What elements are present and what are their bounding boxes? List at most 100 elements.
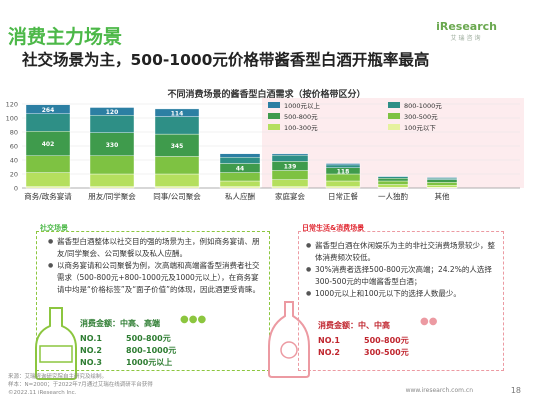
page-title: 消费主力场景: [8, 26, 123, 48]
bar-segment: [271, 153, 309, 156]
legend-item: 300-500元: [388, 111, 498, 121]
legend-label: 500-800元: [284, 113, 318, 121]
footer-website: www.iresearch.com.cn: [405, 387, 473, 394]
notes-left: 酱香型白酒整体以社交目的强的场景为主，例如商务宴请、朋友/同学聚会、公司聚餐以及…: [48, 236, 262, 296]
stacked-bar-chart: 0 20 40 60 80 100 120 商务/政务宴请 朋友/同学聚会 同事/公司聚会 私人应酬…: [6, 98, 524, 201]
bar-segment: [89, 186, 135, 189]
bar-segment: [325, 186, 361, 189]
bar-data-label: 330: [106, 142, 119, 149]
bar-segment: [325, 164, 361, 168]
bar-segment: [219, 157, 261, 164]
bar-segment: [154, 156, 200, 175]
coin-icons-right: ●●: [420, 316, 438, 327]
bar-segment: [325, 180, 361, 187]
logo-subtext: 艾瑞咨询: [450, 35, 483, 42]
price-right-row: NO.1 500-800元: [318, 336, 409, 345]
bar-segment: [154, 108, 200, 117]
price-left-row: NO.2 800-1000元: [80, 346, 177, 355]
bar-segment: [25, 104, 71, 114]
bar-data-label: 402: [42, 141, 55, 148]
liquor-bottle-icon-left: [35, 307, 77, 380]
bar-data-label: 120: [106, 109, 119, 116]
bar-segment: [219, 186, 261, 189]
legend-label: 800-1000元: [404, 102, 442, 110]
chart-legend: 1000元以上 800-1000元 500-800元 300-500元 100-300元…: [268, 100, 498, 132]
legend-label: 1000元以上: [284, 102, 321, 110]
bar-segment: [219, 172, 261, 182]
y-tick-label: 80: [10, 129, 18, 137]
footer-source: 来源：艾瑞咨询研究院自主研究及绘制。: [8, 374, 108, 380]
bar-data-label: 345: [171, 143, 184, 150]
legend-item: 1000元以上: [268, 100, 378, 110]
price-right: 消费金额：中、中高 NO.1 500-800元 NO.2 300-500元: [318, 320, 409, 359]
note-right-3: 1000元以上和100元以下的选择人数最少。: [306, 288, 500, 300]
bar-data-label: 139: [284, 163, 297, 170]
bar-segment: [25, 155, 71, 173]
bar-segment: [154, 173, 200, 187]
bar-data-label: 118: [337, 168, 350, 175]
note-left-2: 以商务宴请和公司聚餐为例，次高端和高端酱香型消费者社交需求（500-800元+8…: [48, 260, 262, 296]
bar-segment: [89, 115, 135, 133]
coin-icons-left: ●●●: [180, 314, 207, 325]
legend-swatch: [388, 124, 400, 130]
bar-segment: [271, 186, 309, 189]
y-tick-label: 60: [10, 143, 18, 151]
bar-segment: [426, 182, 458, 186]
legend-label: 100元以下: [404, 124, 436, 132]
price-left: 消费金额：中高、高端 NO.1 500-800元 NO.2 800-1000元 NO…: [80, 318, 176, 369]
bar-segment: [377, 184, 409, 188]
bar-segment: [25, 186, 71, 189]
bar-segment: [377, 176, 409, 179]
group-label-daily: 日常生活&消费场景: [302, 224, 365, 232]
chart-title: 不同消费场景的酱香型白酒需求（按价格带区分）: [167, 90, 366, 100]
legend-swatch: [268, 102, 280, 108]
note-right-2: 30%消费者选择500-800元次高端；24.2%的人选择300-500元的中端…: [306, 264, 500, 288]
bar-segment: [426, 179, 458, 183]
group-label-social: 社交场景: [40, 224, 68, 232]
notes-right: 酱香型白酒在休闲娱乐为主的非社交消费场景较少，整体消费频次较低。 30%消费者选…: [306, 240, 500, 300]
y-tick-label: 120: [6, 101, 18, 109]
bar-data-label: 44: [236, 166, 244, 173]
footer-copyright: ©2022.11 iResearch Inc.: [8, 390, 77, 396]
bar-segment: [377, 177, 409, 182]
legend-label: 300-500元: [404, 113, 438, 121]
bar-segment: [271, 154, 309, 162]
bar-segment: [25, 172, 71, 187]
logo: iResearch 艾瑞咨询: [436, 20, 497, 42]
x-tick-label: 商务/政务宴请: [24, 191, 72, 201]
x-tick-label: 一人独酌: [378, 191, 408, 201]
x-tick-label: 同事/公司聚会: [153, 191, 201, 201]
y-tick-label: 40: [10, 157, 18, 165]
bar-segment: [219, 153, 261, 158]
bar-segment: [377, 175, 409, 177]
price-left-row: NO.3 1000元以上: [80, 358, 173, 367]
liquor-bottle-icon-right: [268, 301, 310, 378]
bar-segment: [154, 186, 200, 189]
bar-segment: [271, 170, 309, 180]
legend-swatch: [388, 102, 400, 108]
x-tick-label: 其他: [435, 191, 450, 201]
bar-segment: [25, 131, 71, 156]
logo-text: iResearch: [436, 20, 497, 33]
y-tick-label: 20: [10, 171, 18, 179]
price-right-row: NO.2 300-500元: [318, 348, 409, 357]
page-number: 18: [510, 386, 521, 395]
price-left-row: NO.1 500-800元: [80, 334, 171, 343]
bar-segment: [426, 177, 458, 180]
bar-segment: [89, 155, 135, 175]
x-tick-label: 日常正餐: [328, 192, 358, 201]
legend-item: 100元以下: [388, 122, 498, 132]
y-tick-label: 0: [14, 185, 18, 193]
legend-item: 100-300元: [268, 122, 378, 132]
bar-segment: [271, 179, 309, 187]
bar-segment: [325, 163, 361, 166]
legend-label: 100-300元: [284, 124, 318, 132]
bar-segment: [89, 107, 135, 116]
legend-swatch: [268, 113, 280, 119]
legend-swatch: [268, 124, 280, 130]
price-right-label: 消费金额：中、中高: [318, 321, 390, 330]
bar-segment: [426, 177, 458, 179]
x-tick-label: 私人应酬: [225, 191, 255, 201]
bar-data-label: 264: [42, 107, 55, 114]
bar-data-label: 114: [171, 110, 184, 117]
